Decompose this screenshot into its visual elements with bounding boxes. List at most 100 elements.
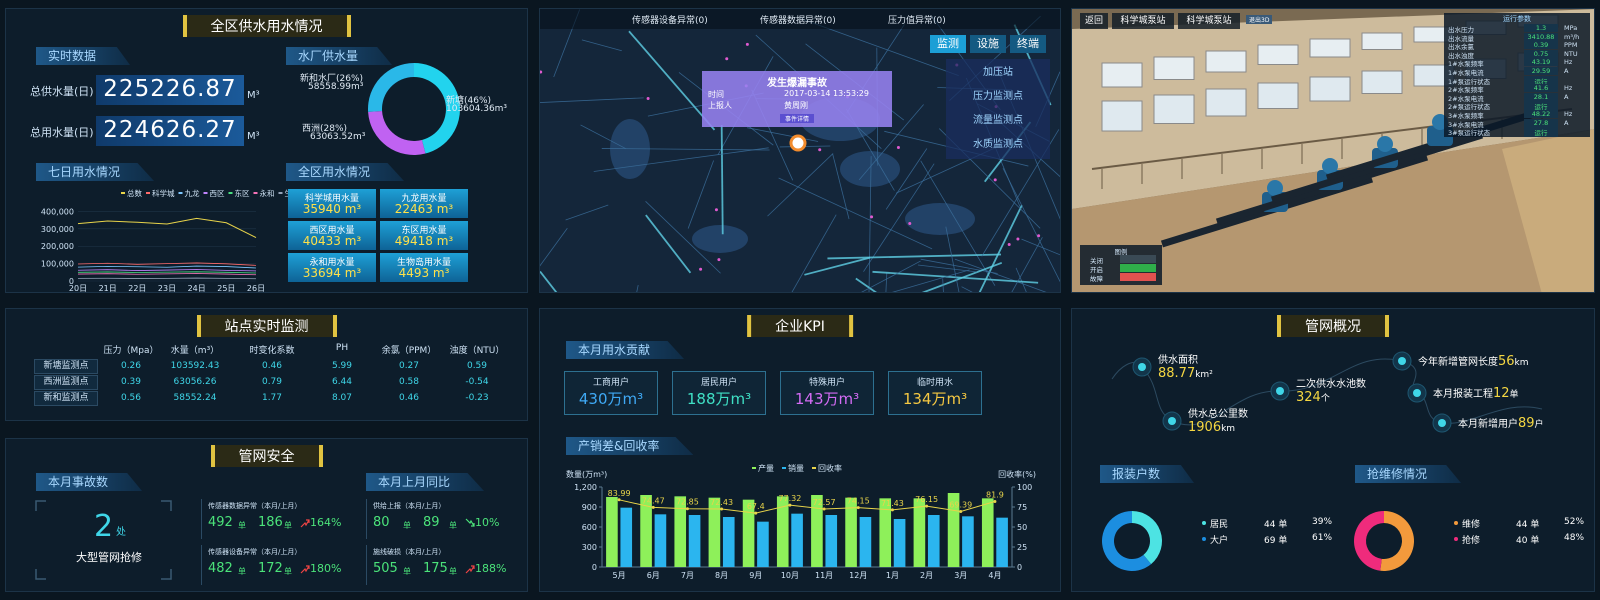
y2-tick-label: 75 — [1017, 503, 1027, 512]
bar — [688, 515, 701, 567]
road — [832, 153, 850, 220]
map-point — [1007, 243, 1011, 247]
metric-label: 总用水量(日) — [30, 126, 94, 139]
pie-volume: 63063.52m³ — [310, 132, 366, 142]
legend-box: 图例 关闭 开启 故障 — [1080, 245, 1162, 285]
rate-point — [788, 503, 792, 507]
param-name: 2#泵运行状态 — [1448, 103, 1491, 112]
param-unit: A — [1564, 92, 1569, 101]
network-panel: 管网概况 报装户数 抢维修情况 供水面积 88.77 km² 供水总公里数 1906 km… — [1071, 308, 1595, 592]
layer-item[interactable]: 压力监测点 — [973, 91, 1023, 102]
stat-unit: 个 — [1320, 394, 1330, 404]
kpi-value: 430万m³ — [578, 390, 644, 408]
previous-value: 186 — [258, 515, 283, 530]
cell: -0.23 — [465, 393, 489, 403]
window — [1153, 94, 1195, 124]
param-title: 运行参数 — [1503, 15, 1531, 23]
panel-title: 站点实时监测 — [196, 315, 337, 337]
kpi-panel: 数量(万m³) 回收率(%) 0 300 600 900 1,200 0 25 50 75 100 5月… — [539, 308, 1061, 592]
pie-volume: 103604.36m³ — [446, 104, 508, 114]
bar — [791, 513, 803, 567]
card-label: 施线破损（本月/上月） — [373, 548, 446, 556]
x-tick-label: 5月 — [613, 571, 626, 580]
rate-point — [856, 506, 860, 510]
alert-bar — [540, 9, 1060, 29]
layer-item[interactable]: 流量监测点 — [973, 115, 1023, 126]
donut-slice — [1380, 511, 1415, 571]
map-panel: 传感器设备异常(0) 传感器数据异常(0) 压力值异常(0) 监测 设施 终端 加压站 压力监… — [539, 8, 1061, 293]
map-point — [717, 258, 721, 262]
pie-label: 新塘(46%) — [446, 96, 492, 106]
x-tick-label: 4月 — [988, 571, 1001, 580]
layer-item[interactable]: 加压站 — [983, 67, 1013, 78]
road — [954, 258, 1047, 292]
x-tick-label: 20日 — [69, 284, 87, 293]
current-value: 505 — [373, 561, 398, 576]
stat-card: 施线破损（本月/上月） 505 单 175 单 188% — [366, 545, 512, 585]
trend-arrow — [300, 565, 310, 574]
y-tick-label: 0 — [69, 277, 74, 286]
y-tick-label: 300 — [582, 543, 597, 552]
road — [645, 201, 721, 274]
trend-icon — [465, 565, 475, 574]
accident-unit: 处 — [116, 527, 126, 538]
tab[interactable]: 监测 — [930, 35, 966, 53]
kpi-label: 工商用户 — [592, 378, 629, 388]
map-point — [646, 97, 650, 101]
x-tick-label: 26日 — [247, 284, 265, 293]
tab[interactable]: 设施 — [970, 35, 1006, 53]
upper-window — [1361, 32, 1403, 50]
bar — [708, 497, 721, 567]
donut-slice — [1354, 511, 1384, 571]
popup-button[interactable]: 事件详情 — [780, 114, 815, 123]
data-label: 69.39 — [949, 500, 972, 509]
mode-button[interactable]: 退出3D — [1246, 15, 1273, 24]
data-label: 71.43 — [881, 499, 904, 508]
nav-button[interactable]: 科学城泵站 — [1178, 13, 1240, 29]
layer-menu — [946, 59, 1050, 159]
stations-panel: 站点实时监测 压力（Mpa） 水量（m³） 时变化系数 PH 余氯（PPM） 浊度（NTU… — [5, 308, 528, 421]
stat-card: 传感器数据异常（本月/上月） 492 单 186 单 164% — [201, 499, 347, 539]
bar — [674, 496, 687, 567]
road — [601, 148, 770, 151]
section-title: 七日用水情况 — [36, 163, 155, 181]
metric-value: 225226.87 — [103, 76, 237, 102]
data-label: 74.15 — [847, 497, 870, 506]
rate-point — [925, 504, 929, 508]
network-stat: 供水面积 88.77 km² — [1158, 351, 1213, 381]
param-name: 3#水泵电流 — [1448, 120, 1484, 129]
road — [827, 253, 1002, 260]
legend-value: 61% — [1312, 533, 1333, 543]
column-header: PH — [335, 343, 349, 353]
nav-button[interactable]: 返回 — [1080, 13, 1108, 29]
rate-point — [822, 507, 826, 511]
legend-bullet — [1454, 521, 1458, 525]
x-tick-label: 2月 — [920, 571, 933, 580]
cell: 6.44 — [331, 377, 353, 387]
card-label: 传感器设备异常（本月/上月） — [208, 548, 302, 556]
stat-value-group: 1906 km — [1188, 420, 1235, 435]
road — [747, 127, 819, 142]
metric-unit: M³ — [247, 90, 260, 101]
unit: 单 — [284, 521, 292, 530]
node-dot — [1438, 419, 1446, 427]
bar — [722, 517, 735, 567]
y2-tick-label: 100 — [1017, 483, 1032, 492]
map-point — [699, 267, 703, 271]
road — [920, 160, 996, 286]
road — [687, 160, 714, 229]
window — [1257, 82, 1299, 109]
tab[interactable]: 终端 — [1010, 35, 1046, 53]
param-value: 43.19 — [1524, 58, 1558, 67]
param-value: 48.22 — [1524, 110, 1558, 118]
param-name: 1#泵运行状态 — [1448, 77, 1491, 86]
legend-label: 回收率 — [818, 463, 842, 473]
y-tick-label: 0 — [592, 563, 597, 572]
layer-item[interactable]: 水质监测点 — [973, 139, 1023, 150]
kpi-chart: 数量(万m³) 回收率(%) 0 300 600 900 1,200 0 25 50 75 100 5月… — [566, 463, 1036, 580]
nav-button[interactable]: 科学城泵站 — [1112, 13, 1174, 29]
x-tick-label: 21日 — [99, 284, 117, 293]
tile-label: 生物岛用水量 — [396, 258, 451, 268]
bar — [776, 496, 789, 567]
